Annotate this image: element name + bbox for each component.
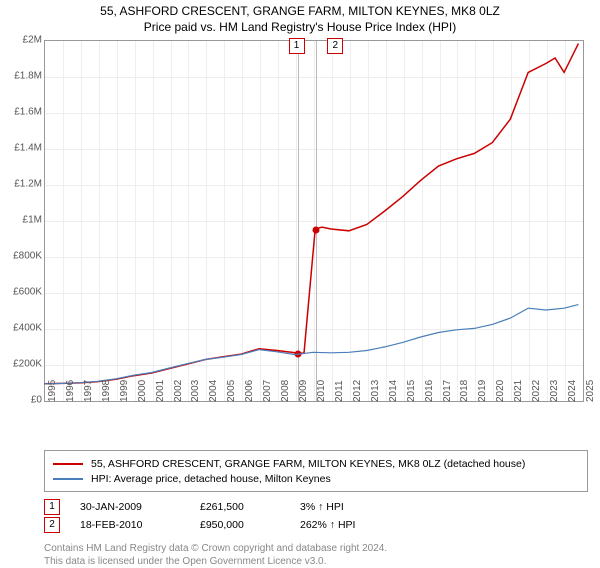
x-axis-label: 2016 [424, 380, 435, 402]
x-axis-label: 2002 [173, 380, 184, 402]
x-axis-label: 2009 [298, 380, 309, 402]
event-pct: 262% ↑ HPI [300, 519, 400, 531]
series-hpi [44, 305, 578, 384]
y-axis-label: £800K [13, 251, 42, 262]
footer-line-2: This data is licensed under the Open Gov… [44, 555, 588, 568]
x-axis-label: 2006 [244, 380, 255, 402]
x-axis-label: 2004 [208, 380, 219, 402]
x-axis-label: 2017 [442, 380, 453, 402]
event-marker: 2 [327, 38, 343, 54]
x-axis-label: 1998 [101, 380, 112, 402]
legend-item: 55, ASHFORD CRESCENT, GRANGE FARM, MILTO… [53, 456, 579, 471]
x-axis-label: 2022 [531, 380, 542, 402]
x-axis-label: 2015 [406, 380, 417, 402]
event-date: 18-FEB-2010 [80, 519, 180, 531]
x-axis-label: 2014 [388, 380, 399, 402]
x-axis-label: 2018 [459, 380, 470, 402]
events-table: 1 30-JAN-2009 £261,500 3% ↑ HPI 2 18-FEB-2010… [44, 498, 588, 534]
x-axis-label: 2003 [190, 380, 201, 402]
x-axis-label: 2007 [262, 380, 273, 402]
event-date: 30-JAN-2009 [80, 501, 180, 513]
footer-line-1: Contains HM Land Registry data © Crown c… [44, 542, 588, 555]
y-axis-label: £1.2M [14, 179, 42, 190]
x-axis-label: 1997 [83, 380, 94, 402]
x-axis-label: 2020 [495, 380, 506, 402]
x-axis-label: 2024 [567, 380, 578, 402]
x-axis-label: 2011 [334, 380, 345, 402]
x-axis-label: 2000 [137, 380, 148, 402]
event-row: 1 30-JAN-2009 £261,500 3% ↑ HPI [44, 498, 588, 516]
series-property [44, 44, 578, 384]
x-axis-label: 2021 [513, 380, 524, 402]
chart: £0£200K£400K£600K£800K£1M£1.2M£1.4M£1.6M… [44, 40, 582, 400]
y-axis-label: £0 [31, 395, 42, 406]
event-marker: 2 [44, 517, 60, 533]
x-axis-label: 1995 [47, 380, 58, 402]
x-axis-label: 2013 [370, 380, 381, 402]
footer: Contains HM Land Registry data © Crown c… [44, 542, 588, 568]
y-axis-label: £2M [23, 35, 42, 46]
legend-label: HPI: Average price, detached house, Milt… [91, 473, 331, 485]
legend-swatch [53, 478, 83, 480]
y-axis-label: £1M [23, 215, 42, 226]
legend-item: HPI: Average price, detached house, Milt… [53, 471, 579, 486]
event-row: 2 18-FEB-2010 £950,000 262% ↑ HPI [44, 516, 588, 534]
y-axis-label: £600K [13, 287, 42, 298]
y-axis-label: £400K [13, 323, 42, 334]
x-axis-label: 2001 [155, 380, 166, 402]
y-axis-label: £200K [13, 359, 42, 370]
y-axis-label: £1.4M [14, 143, 42, 154]
y-axis-label: £1.8M [14, 71, 42, 82]
event-pct: 3% ↑ HPI [300, 501, 400, 513]
title-line-2: Price paid vs. HM Land Registry's House … [0, 20, 600, 34]
x-axis-label: 2010 [316, 380, 327, 402]
legend-swatch [53, 463, 83, 465]
legend: 55, ASHFORD CRESCENT, GRANGE FARM, MILTO… [44, 450, 588, 492]
title-line-1: 55, ASHFORD CRESCENT, GRANGE FARM, MILTO… [0, 4, 600, 18]
event-marker: 1 [44, 499, 60, 515]
x-axis-label: 2025 [585, 380, 596, 402]
x-axis-label: 1996 [65, 380, 76, 402]
x-axis-label: 2008 [280, 380, 291, 402]
event-price: £950,000 [200, 519, 280, 531]
x-axis-label: 2023 [549, 380, 560, 402]
x-axis-label: 1999 [119, 380, 130, 402]
x-axis-label: 2012 [352, 380, 363, 402]
x-axis-label: 2005 [226, 380, 237, 402]
legend-label: 55, ASHFORD CRESCENT, GRANGE FARM, MILTO… [91, 458, 525, 470]
event-price: £261,500 [200, 501, 280, 513]
x-axis-label: 2019 [477, 380, 488, 402]
y-axis-label: £1.6M [14, 107, 42, 118]
event-marker: 1 [289, 38, 305, 54]
